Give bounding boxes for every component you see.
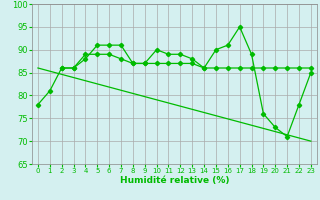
X-axis label: Humidité relative (%): Humidité relative (%) bbox=[120, 176, 229, 185]
